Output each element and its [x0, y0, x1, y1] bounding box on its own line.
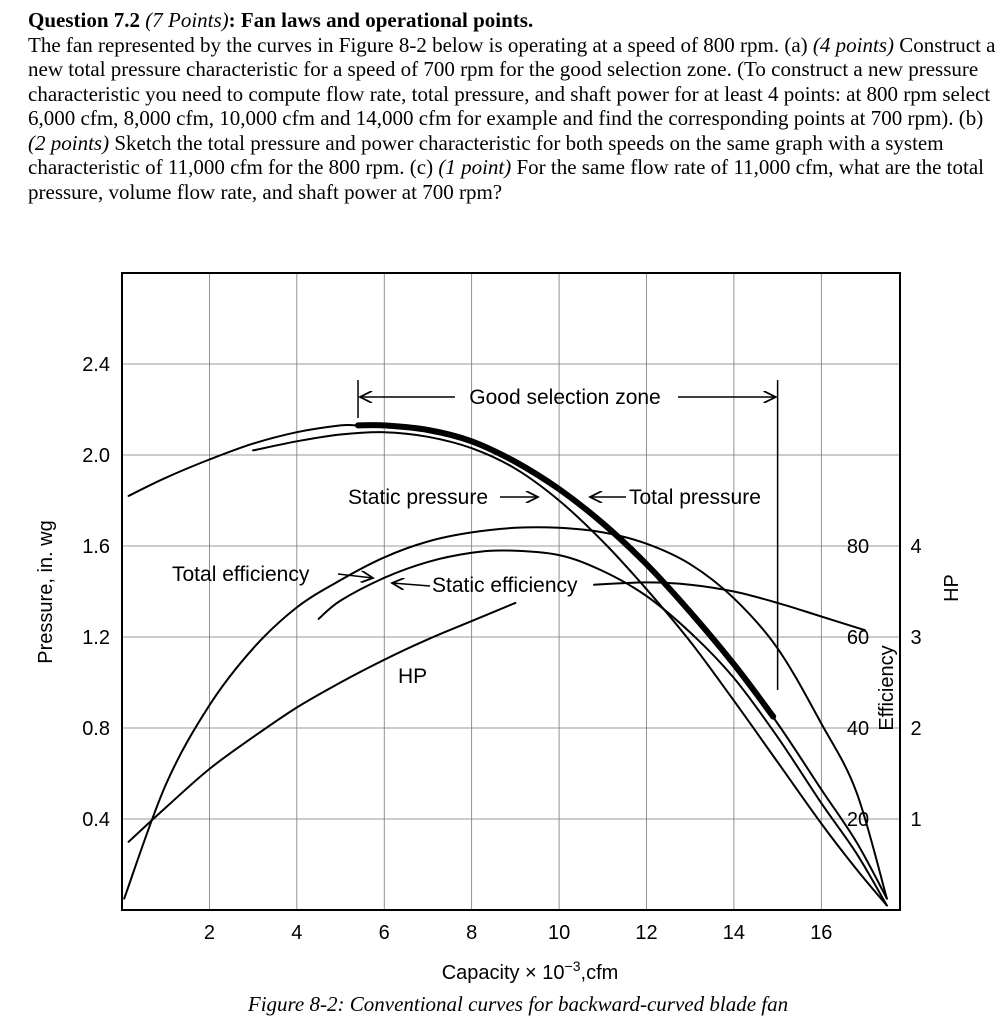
y-tick-label: 0.8: [82, 718, 110, 740]
hp-axis-label: HP: [941, 574, 963, 602]
figure-caption: Figure 8-2: Conventional curves for back…: [247, 992, 788, 1016]
y-tick-label: 2.0: [82, 445, 110, 467]
part-c-label: (c): [409, 155, 434, 179]
part-b-text: Sketch the total pressure and power char…: [28, 130, 944, 180]
fan-curve-chart: 2 4 6 8 10 12 14 160.40.81.21.62.02.42040608012…: [35, 272, 963, 1016]
question-label: Question 7.2: [28, 8, 141, 32]
y-tick-label: 2.4: [82, 354, 110, 376]
hp-tick-label: 2: [910, 718, 921, 740]
y-tick-label: 1.6: [82, 536, 110, 558]
total-efficiency-arrow: [337, 574, 373, 578]
chart-annotations: Good selection zone Static pressure Total …: [172, 380, 779, 690]
total-pressure-label: Total pressure: [629, 486, 761, 509]
question-intro: The fan represented by the curves in Fig…: [28, 32, 780, 57]
x-tick-label: 16: [810, 922, 832, 944]
static-efficiency-arrow: [392, 583, 431, 586]
static-efficiency-label: Static efficiency: [432, 574, 578, 597]
y-tick-label: 1.2: [82, 627, 110, 649]
efficiency-tick-label: 60: [847, 627, 869, 649]
y-tick-label: 0.4: [82, 809, 110, 831]
question-heading: Question 7.2 (7 Points): Fan laws and op…: [28, 8, 1003, 33]
x-tick-label: 8: [466, 922, 477, 944]
x-tick-label: 14: [723, 922, 745, 944]
y-axis-label: Pressure, in. wg: [35, 520, 57, 663]
hp-tick-label: 4: [910, 536, 921, 558]
static-pressure-label: Static pressure: [348, 486, 488, 509]
x-axis-label-exponent: −3: [565, 958, 581, 974]
x-tick-label: 12: [635, 922, 657, 944]
efficiency-branch-curve: [593, 581, 866, 632]
chart-curves: [123, 422, 888, 907]
x-axis-label-suffix: ,cfm: [581, 962, 619, 984]
x-tick-label: 10: [548, 922, 570, 944]
question-points: (7 Points): [145, 8, 229, 32]
question-title: : Fan laws and operational points.: [228, 8, 534, 32]
hp-curve-label: HP: [398, 665, 427, 688]
plot-frame: [121, 272, 901, 911]
efficiency-tick-label: 40: [847, 718, 869, 740]
efficiency-tick-label: 80: [847, 536, 869, 558]
x-tick-label: 4: [291, 922, 302, 944]
good-zone-label: Good selection zone: [469, 386, 660, 409]
chart-tick-labels: 2 4 6 8 10 12 14 160.40.81.21.62.02.42040608012…: [82, 354, 921, 944]
x-axis-label: Capacity × 10−3,cfm: [442, 958, 619, 984]
part-c-points: (1 point): [438, 155, 512, 179]
part-c-text: For the same flow rate of 11,000 cfm, wh…: [28, 155, 984, 204]
question-body: The fan represented by the curves in Fig…: [28, 33, 1003, 205]
hp-curve: [127, 601, 517, 843]
part-a-label: (a): [784, 32, 808, 57]
static-efficiency-curve: [317, 549, 888, 907]
total-efficiency-curve: [123, 526, 888, 900]
x-tick-label: 2: [204, 922, 215, 944]
efficiency-axis-label: Efficiency: [876, 645, 898, 730]
x-axis-label-prefix: Capacity × 10: [442, 962, 565, 984]
total-efficiency-label: Total efficiency: [172, 563, 310, 586]
part-a-points: (4 points): [812, 32, 894, 57]
static-pressure-curve: [252, 431, 888, 907]
hp-tick-label: 1: [910, 809, 921, 831]
good-selection-zone-curve: [355, 422, 777, 720]
part-b-label: (b): [958, 106, 984, 130]
hp-tick-label: 3: [910, 627, 921, 649]
part-b-points: (2 points): [28, 130, 110, 155]
x-tick-label: 6: [379, 922, 390, 944]
part-a-text: Construct a new total pressure character…: [28, 32, 996, 131]
efficiency-tick-label: 20: [847, 809, 869, 831]
question-text: Question 7.2 (7 Points): Fan laws and op…: [28, 8, 1003, 204]
